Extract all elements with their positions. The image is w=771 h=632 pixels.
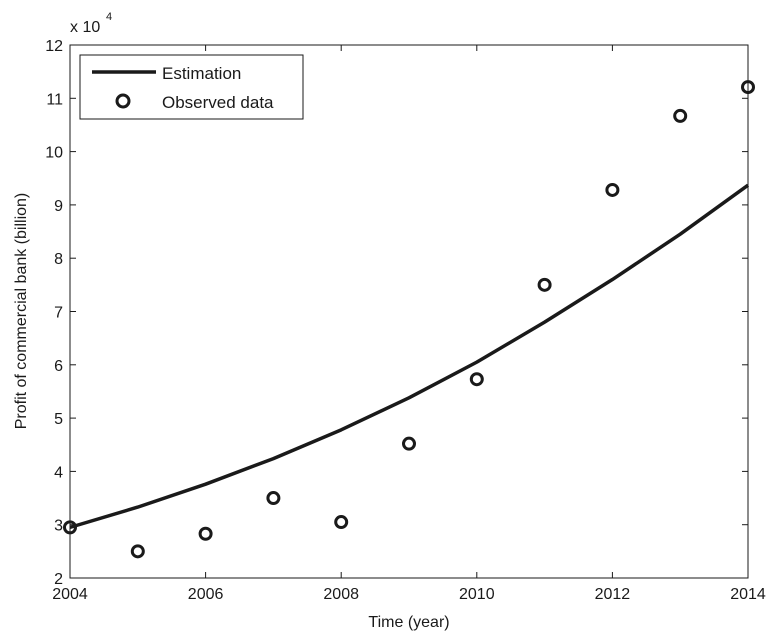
x-tick-label: 2014 — [730, 586, 766, 603]
legend-label-observed: Observed data — [162, 93, 274, 112]
x-tick-label: 2010 — [459, 586, 495, 603]
y-tick-label: 2 — [54, 571, 63, 588]
y-tick-label: 3 — [54, 518, 63, 535]
legend-label-estimation: Estimation — [162, 64, 241, 83]
plot-frame — [69, 44, 749, 579]
observed-data-point — [266, 491, 281, 506]
y-tick-label: 10 — [45, 145, 63, 162]
estimation-line — [69, 183, 750, 530]
y-tick-label: 5 — [54, 411, 63, 428]
y-tick-label: 8 — [54, 251, 63, 268]
y-tick-label: 9 — [54, 198, 63, 215]
y-axis-label: Profit of commercial bank (billion) — [13, 193, 30, 430]
observed-data-point — [673, 108, 688, 123]
observed-data-point — [537, 277, 552, 292]
observed-data-point — [334, 515, 349, 530]
x-axis-label: Time (year) — [368, 614, 449, 631]
plot-area — [70, 45, 748, 578]
y-tick-label: 7 — [54, 305, 63, 322]
x-axis-ticks: 2004 2006 2008 2010 2012 2014 — [52, 45, 766, 603]
y-tick-label: 6 — [54, 358, 63, 375]
observed-data-point — [605, 182, 620, 197]
y-multiplier-exponent: 4 — [106, 11, 112, 23]
legend-box — [79, 54, 304, 120]
x-tick-label: 2008 — [323, 586, 359, 603]
x-tick-label: 2012 — [595, 586, 631, 603]
observed-data-point — [198, 526, 213, 541]
y-tick-label: 11 — [46, 91, 63, 108]
x-tick-label: 2004 — [52, 586, 88, 603]
x-tick-label: 2006 — [188, 586, 224, 603]
observed-data-point — [402, 436, 416, 451]
y-multiplier-label: x 10 — [70, 19, 100, 36]
y-tick-label: 12 — [45, 38, 63, 55]
legend-marker-swatch — [115, 93, 131, 109]
observed-data-point — [469, 372, 484, 387]
series-layer — [63, 80, 755, 559]
legend: Estimation Observed data — [79, 54, 304, 120]
observed-data-point — [130, 544, 145, 559]
y-tick-label: 4 — [54, 464, 63, 481]
